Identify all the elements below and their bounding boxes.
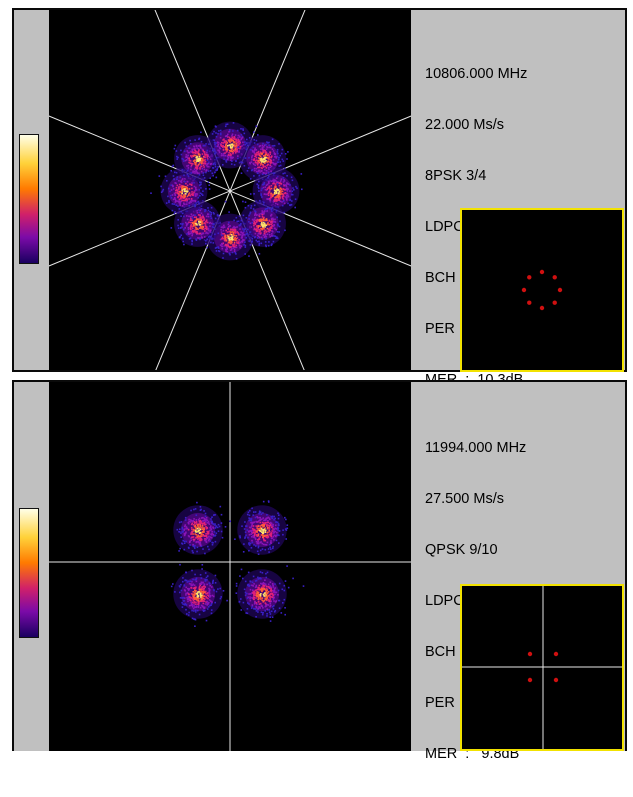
constellation-diagram-8psk	[49, 10, 411, 370]
mini-symbol-point	[552, 300, 557, 305]
color-scale-strip	[14, 382, 48, 751]
mini-symbol-point	[521, 287, 527, 293]
constellation-panel-qpsk: 11994.000 MHz 27.500 Ms/s QPSK 9/10 LDPC…	[12, 380, 627, 762]
constellation-panel-8psk: 10806.000 MHz 22.000 Ms/s 8PSK 3/4 LDPC …	[12, 8, 627, 388]
mini-symbol-point	[557, 287, 563, 293]
modulation-readout: QPSK 9/10	[425, 542, 498, 558]
symbol-rate-readout: 27.500 Ms/s	[425, 491, 504, 507]
frequency-readout: 11994.000 MHz	[425, 440, 527, 456]
symbol-cluster	[173, 501, 231, 566]
mini-constellation-diagram-qpsk	[462, 586, 622, 749]
mini-constellation-diagram-8psk	[521, 269, 563, 311]
symbol-cluster	[170, 568, 228, 627]
density-colorbar	[19, 134, 39, 264]
constellation-plot-8psk	[49, 10, 411, 370]
frequency-readout: 10806.000 MHz	[425, 66, 528, 82]
mini-symbol-point	[527, 300, 532, 305]
decision-boundary-line	[49, 115, 411, 267]
symbol-cluster	[234, 500, 289, 555]
mini-symbol-point	[553, 651, 559, 657]
mini-symbol-point	[552, 275, 557, 280]
mini-symbol-point	[539, 269, 545, 275]
density-colorbar	[19, 508, 39, 638]
mini-symbol-point	[553, 677, 559, 683]
modulation-readout: 8PSK 3/4	[425, 168, 487, 184]
decision-boundary-line	[155, 10, 306, 370]
mini-symbol-point	[527, 651, 533, 657]
mini-symbol-point	[539, 305, 545, 311]
mini-symbol-point	[527, 275, 532, 280]
mini-symbol-point	[527, 677, 533, 683]
constellation-plot-qpsk	[49, 382, 411, 751]
symbol-rate-readout: 22.000 Ms/s	[425, 117, 504, 133]
color-scale-strip	[14, 10, 48, 370]
mini-constellation-qpsk	[460, 584, 624, 751]
symbol-cluster	[203, 200, 260, 261]
symbol-cluster	[237, 131, 289, 185]
mini-constellation-8psk	[460, 208, 624, 372]
constellation-diagram-qpsk	[49, 382, 411, 751]
symbol-cluster	[235, 565, 305, 622]
